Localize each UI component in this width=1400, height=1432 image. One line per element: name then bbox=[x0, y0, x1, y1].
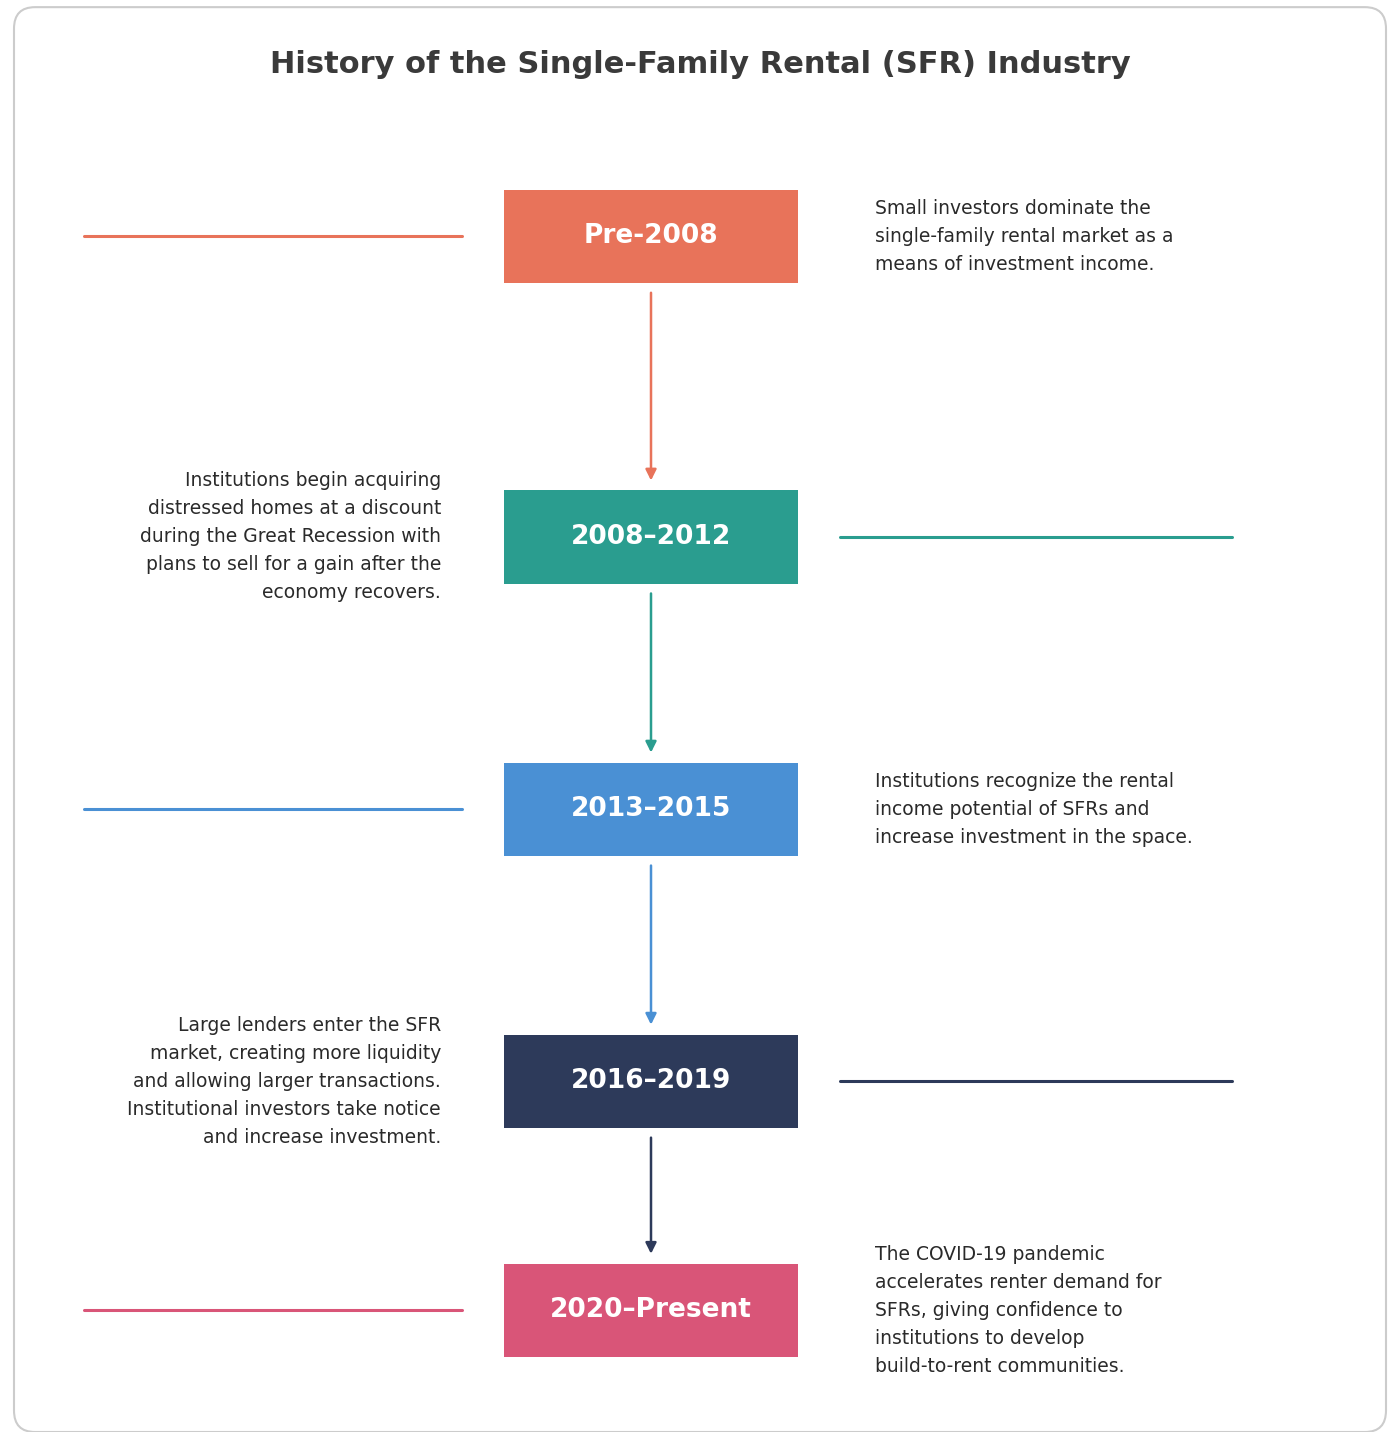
FancyBboxPatch shape bbox=[504, 189, 798, 282]
Text: History of the Single-Family Rental (SFR) Industry: History of the Single-Family Rental (SFR… bbox=[270, 50, 1130, 79]
Text: 2013–2015: 2013–2015 bbox=[571, 796, 731, 822]
Text: Institutions recognize the rental
income potential of SFRs and
increase investme: Institutions recognize the rental income… bbox=[875, 772, 1193, 846]
Text: 2020–Present: 2020–Present bbox=[550, 1297, 752, 1323]
FancyBboxPatch shape bbox=[504, 1034, 798, 1128]
Text: Large lenders enter the SFR
market, creating more liquidity
and allowing larger : Large lenders enter the SFR market, crea… bbox=[127, 1015, 441, 1147]
FancyBboxPatch shape bbox=[504, 762, 798, 855]
Text: Pre-2008: Pre-2008 bbox=[584, 223, 718, 249]
Text: Small investors dominate the
single-family rental market as a
means of investmen: Small investors dominate the single-fami… bbox=[875, 199, 1173, 274]
FancyBboxPatch shape bbox=[504, 490, 798, 584]
Text: 2008–2012: 2008–2012 bbox=[571, 524, 731, 550]
Text: 2016–2019: 2016–2019 bbox=[571, 1068, 731, 1094]
Text: Institutions begin acquiring
distressed homes at a discount
during the Great Rec: Institutions begin acquiring distressed … bbox=[140, 471, 441, 603]
FancyBboxPatch shape bbox=[14, 7, 1386, 1432]
Text: The COVID-19 pandemic
accelerates renter demand for
SFRs, giving confidence to
i: The COVID-19 pandemic accelerates renter… bbox=[875, 1244, 1162, 1376]
FancyBboxPatch shape bbox=[504, 1263, 798, 1358]
